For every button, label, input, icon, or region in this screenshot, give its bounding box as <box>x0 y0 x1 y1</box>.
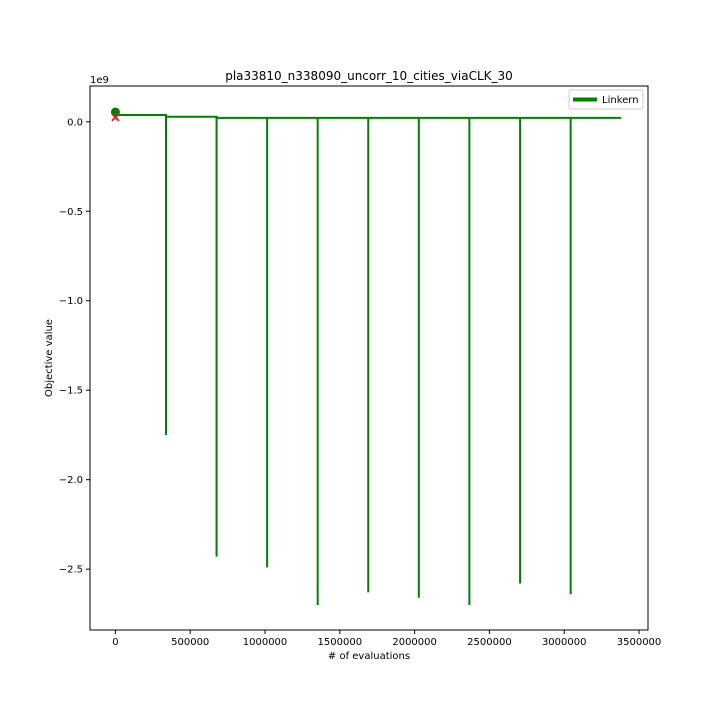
x-axis-label: # of evaluations <box>328 651 410 662</box>
x-tick-label: 2000000 <box>392 637 437 648</box>
legend: Linkern <box>568 89 644 110</box>
x-tick-label: 2500000 <box>467 637 512 648</box>
x-tick-label: 1500000 <box>318 637 363 648</box>
x-tick-label: 0 <box>112 637 118 648</box>
x-tick-label: 3500000 <box>617 637 662 648</box>
y-offset-text: 1e9 <box>90 75 109 86</box>
y-axis-label: Objective value <box>44 319 55 397</box>
plot-area <box>110 107 622 605</box>
legend-box <box>568 89 644 110</box>
legend-label-linkern: Linkern <box>602 95 639 106</box>
x-axis: 0 500000 1000000 1500000 2000000 2500000 30000… <box>112 630 661 648</box>
y-tick-label: −1.5 <box>59 386 83 397</box>
series-line-linkern <box>115 113 622 119</box>
x-tick-label: 500000 <box>171 637 209 648</box>
x-tick-label: 3000000 <box>542 637 587 648</box>
y-tick-label: −1.0 <box>59 296 83 307</box>
y-tick-label: −2.0 <box>59 475 83 486</box>
chart-title: pla33810_n338090_uncorr_10_cities_viaCLK… <box>225 69 513 83</box>
plot-frame <box>89 85 649 631</box>
x-tick-label: 1000000 <box>243 637 288 648</box>
start-marker-x <box>111 113 120 122</box>
y-tick-label: −0.5 <box>59 207 83 218</box>
y-tick-label: −2.5 <box>59 565 83 576</box>
y-tick-label: 0.0 <box>67 117 83 128</box>
y-axis: 0.0 −0.5 −1.0 −1.5 −2.0 −2.5 <box>59 117 90 576</box>
